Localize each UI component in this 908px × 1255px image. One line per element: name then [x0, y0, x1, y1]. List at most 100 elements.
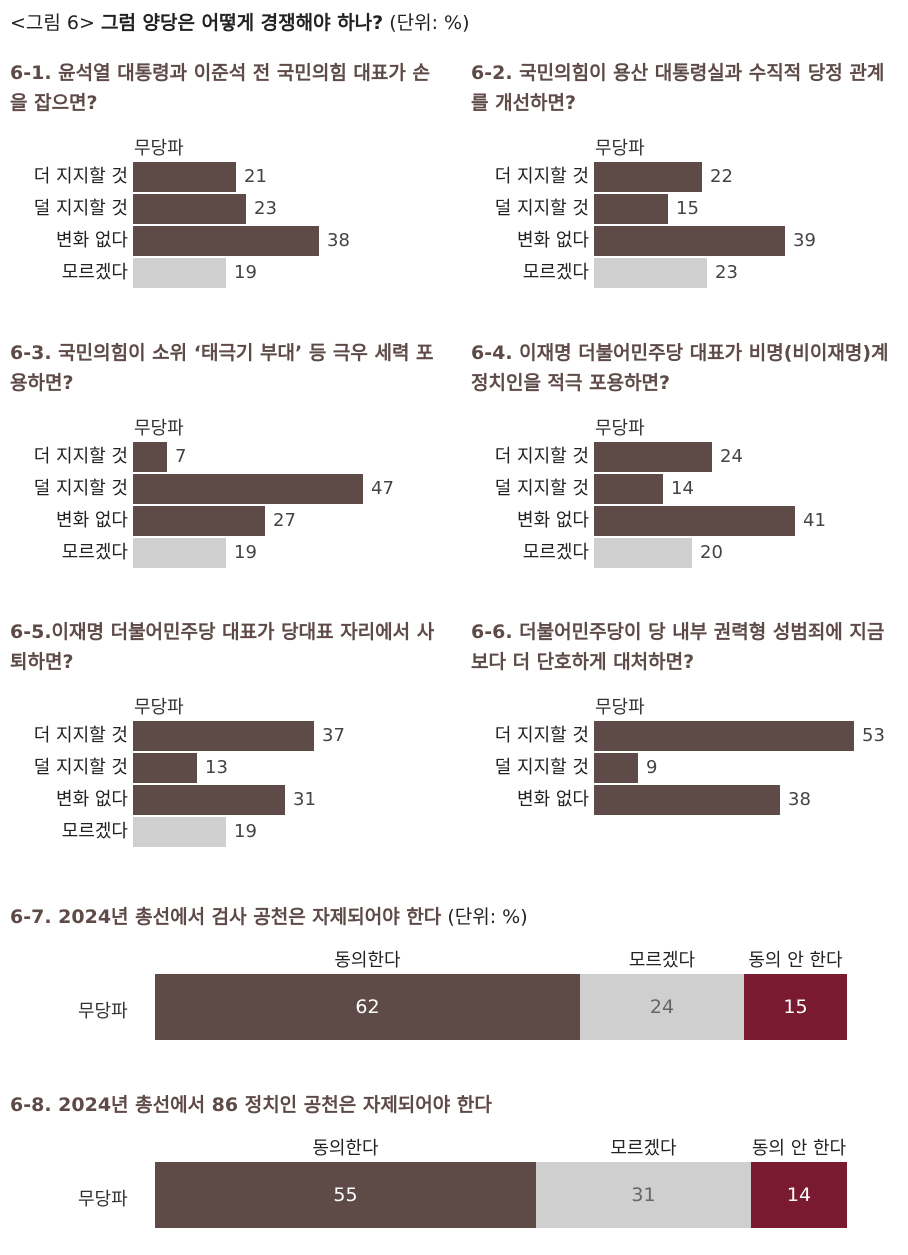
stacked-bar: 62 24 15 — [155, 974, 847, 1040]
data-label: 19 — [234, 542, 257, 563]
data-label: 39 — [793, 230, 816, 251]
data-label: 15 — [676, 198, 699, 219]
category-label: 더 지지할 것 — [33, 166, 128, 187]
category-label: 변화 없다 — [56, 510, 128, 531]
data-label: 14 — [671, 478, 694, 499]
category-label: 변화 없다 — [517, 510, 589, 531]
category-label: 덜 지지할 것 — [494, 198, 589, 219]
data-label: 13 — [205, 757, 228, 778]
data-label: 23 — [254, 198, 277, 219]
data-label: 19 — [234, 821, 257, 842]
bar-row: 변화 없다 31 — [10, 785, 450, 815]
bar — [594, 162, 702, 192]
stacked-segment: 62 — [155, 974, 580, 1040]
bar — [594, 258, 707, 288]
bar-row: 변화 없다 38 — [471, 785, 908, 815]
chart-title: 6-3. 국민의힘이 소위 ‘태극기 부대’ 등 극우 세력 포용하면? — [10, 342, 434, 394]
data-label: 7 — [175, 446, 187, 467]
segment-caption: 동의한다 — [312, 1138, 379, 1159]
figure-unit: (단위: %) — [389, 12, 470, 34]
chart-title-text: 6-8. 2024년 총선에서 86 정치인 공천은 자제되어야 한다 — [10, 1094, 492, 1116]
bar — [594, 721, 854, 751]
chart-title-6-7: 6-7. 2024년 총선에서 검사 공천은 자제되어야 한다 (단위: %) — [10, 902, 528, 929]
group-label: 무당파 — [134, 418, 184, 439]
figure-title: 그럼 양당은 어떻게 경쟁해야 하나? — [100, 12, 384, 34]
category-label: 변화 없다 — [56, 230, 128, 251]
bar-row: 모르겠다 23 — [471, 258, 908, 288]
bar-row: 더 지지할 것 21 — [10, 162, 450, 192]
segment-caption: 동의 안 한다 — [751, 1138, 847, 1159]
category-label: 덜 지지할 것 — [494, 478, 589, 499]
bar-row: 모르겠다 20 — [471, 538, 908, 568]
stacked-segment: 55 — [155, 1162, 536, 1228]
bar-row: 덜 지지할 것 47 — [10, 474, 450, 504]
data-label: 53 — [862, 725, 885, 746]
category-label: 덜 지지할 것 — [33, 757, 128, 778]
bar — [594, 785, 780, 815]
category-label: 더 지지할 것 — [494, 446, 589, 467]
bar-row: 덜 지지할 것 15 — [471, 194, 908, 224]
segment-caption: 동의 안 한다 — [748, 950, 843, 971]
bar-row: 변화 없다 39 — [471, 226, 908, 256]
bar — [133, 194, 246, 224]
bar — [133, 753, 197, 783]
category-label: 덜 지지할 것 — [33, 478, 128, 499]
category-label: 모르겠다 — [522, 542, 589, 563]
chart-panel-6-4: 6-4. 이재명 더불어민주당 대표가 비명(비이재명)계 정치인을 적극 포용… — [471, 338, 908, 588]
chart-title: 6-6. 더불어민주당이 당 내부 권력형 성범죄에 지금보다 더 단호하게 대… — [471, 621, 885, 673]
bar — [133, 442, 167, 472]
bar — [133, 226, 319, 256]
data-label: 41 — [803, 510, 826, 531]
stacked-bar: 55 31 14 — [155, 1162, 847, 1228]
data-label: 19 — [234, 262, 257, 283]
figure-number: <그림 6> — [10, 12, 95, 34]
bar — [133, 785, 285, 815]
group-label: 무당파 — [595, 138, 645, 159]
group-label: 무당파 — [78, 1001, 128, 1022]
bar — [594, 442, 712, 472]
chart-title: 6-5.이재명 더불어민주당 대표가 당대표 자리에서 사퇴하면? — [10, 621, 435, 673]
bar — [594, 194, 668, 224]
bar-row: 변화 없다 38 — [10, 226, 450, 256]
chart-panel-6-3: 6-3. 국민의힘이 소위 ‘태극기 부대’ 등 극우 세력 포용하면? 무당파 더… — [10, 338, 450, 588]
bar-row: 덜 지지할 것 9 — [471, 753, 908, 783]
data-label: 22 — [710, 166, 733, 187]
category-label: 모르겠다 — [522, 262, 589, 283]
category-label: 모르겠다 — [61, 821, 128, 842]
stacked-segment: 31 — [536, 1162, 751, 1228]
group-label: 무당파 — [134, 138, 184, 159]
category-label: 모르겠다 — [61, 262, 128, 283]
category-label: 더 지지할 것 — [33, 725, 128, 746]
stacked-segment: 15 — [744, 974, 847, 1040]
bar-row: 더 지지할 것 37 — [10, 721, 450, 751]
bar — [133, 721, 314, 751]
group-label: 무당파 — [595, 418, 645, 439]
bar-row: 덜 지지할 것 23 — [10, 194, 450, 224]
figure-header: <그림 6> 그럼 양당은 어떻게 경쟁해야 하나? (단위: %) — [10, 8, 470, 35]
bar — [133, 258, 226, 288]
bar — [133, 817, 226, 847]
data-label: 27 — [273, 510, 296, 531]
group-label: 무당파 — [78, 1189, 128, 1210]
bar-row: 더 지지할 것 22 — [471, 162, 908, 192]
chart-unit: (단위: %) — [441, 906, 528, 928]
data-label: 9 — [646, 757, 658, 778]
stacked-segment: 24 — [580, 974, 744, 1040]
category-label: 모르겠다 — [61, 542, 128, 563]
bar-row: 덜 지지할 것 13 — [10, 753, 450, 783]
bar-row: 더 지지할 것 53 — [471, 721, 908, 751]
data-label: 38 — [788, 789, 811, 810]
bar-row: 모르겠다 19 — [10, 538, 450, 568]
segment-caption: 동의한다 — [334, 950, 401, 971]
bar — [594, 474, 663, 504]
category-label: 더 지지할 것 — [494, 166, 589, 187]
category-label: 덜 지지할 것 — [33, 198, 128, 219]
stacked-segment: 14 — [751, 1162, 847, 1228]
segment-caption: 모르겠다 — [628, 950, 696, 971]
data-label: 31 — [293, 789, 316, 810]
bar — [133, 474, 363, 504]
bar — [594, 226, 785, 256]
bar — [133, 162, 236, 192]
data-label: 38 — [327, 230, 350, 251]
bar-row: 변화 없다 41 — [471, 506, 908, 536]
